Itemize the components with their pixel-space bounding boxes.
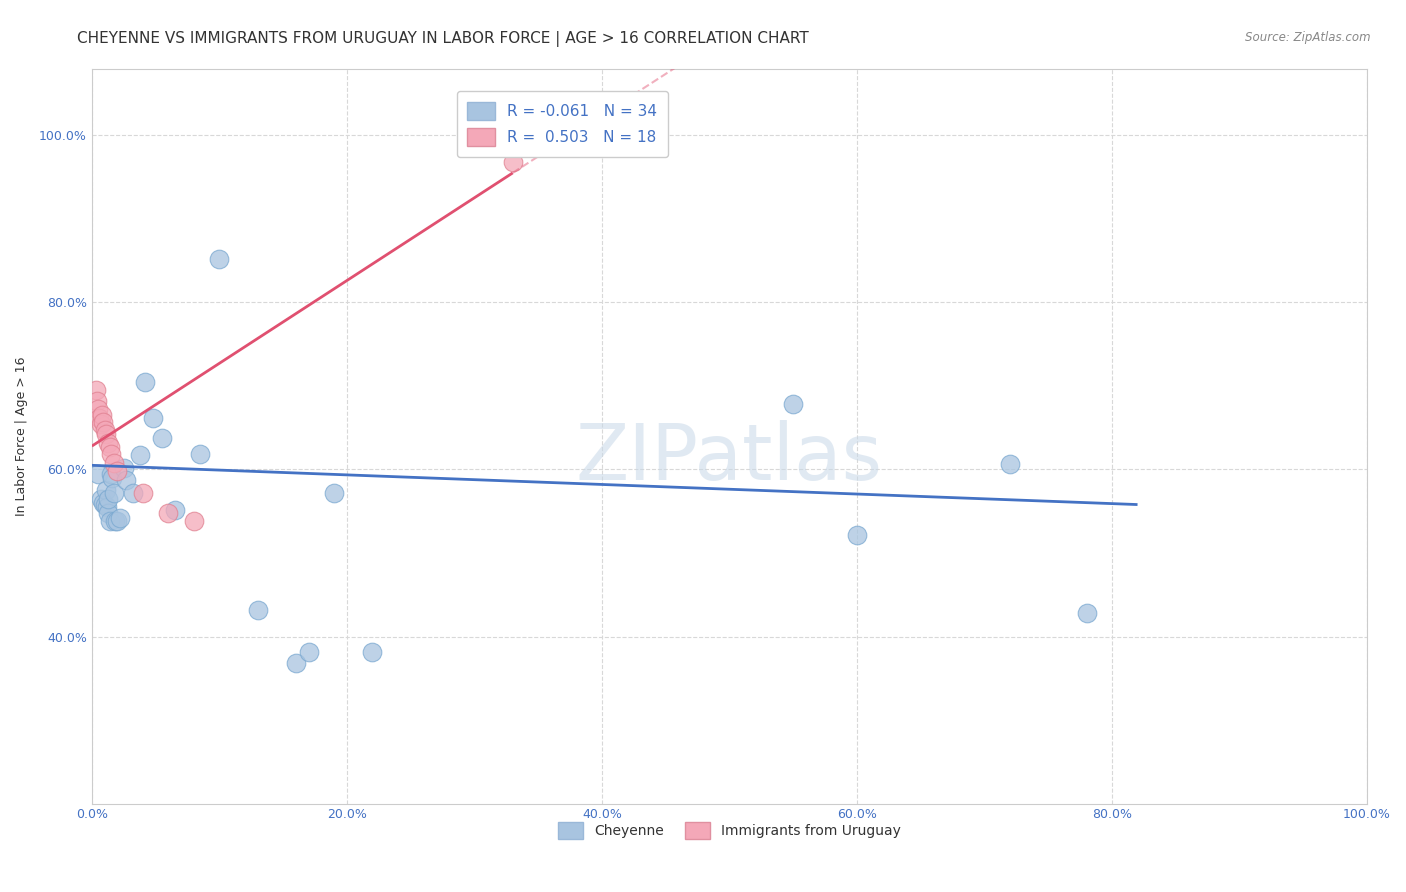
Point xyxy=(208,252,231,266)
Point xyxy=(104,514,127,528)
Point xyxy=(90,417,112,431)
Point xyxy=(103,486,125,500)
Point xyxy=(98,514,121,528)
Point xyxy=(115,474,138,488)
Point xyxy=(91,496,114,510)
Point xyxy=(112,460,135,475)
Point xyxy=(90,491,112,506)
Point xyxy=(134,375,156,389)
Point xyxy=(163,502,186,516)
Point xyxy=(142,410,165,425)
Point xyxy=(132,486,155,500)
Point xyxy=(94,483,117,498)
Point xyxy=(97,435,120,450)
Point xyxy=(93,499,115,513)
Point xyxy=(98,440,121,454)
Point xyxy=(96,500,118,514)
Point xyxy=(87,402,110,417)
Point xyxy=(89,410,111,425)
Point xyxy=(101,471,124,485)
Point xyxy=(284,657,307,671)
Point xyxy=(298,644,321,658)
Point xyxy=(91,408,114,422)
Point xyxy=(97,506,120,520)
Point xyxy=(84,383,107,397)
Point xyxy=(188,447,211,461)
Point xyxy=(86,394,108,409)
Point xyxy=(129,448,152,462)
Point xyxy=(94,427,117,442)
Point xyxy=(323,486,346,500)
Point xyxy=(846,527,869,541)
Point xyxy=(998,457,1021,471)
Point xyxy=(100,467,122,481)
Y-axis label: In Labor Force | Age > 16: In Labor Force | Age > 16 xyxy=(15,356,28,516)
Point xyxy=(97,491,120,506)
Point xyxy=(157,506,180,520)
Text: Source: ZipAtlas.com: Source: ZipAtlas.com xyxy=(1246,31,1371,45)
Point xyxy=(108,511,131,525)
Point xyxy=(93,423,115,437)
Point xyxy=(246,603,269,617)
Legend: Cheyenne, Immigrants from Uruguay: Cheyenne, Immigrants from Uruguay xyxy=(553,816,907,845)
Text: ZIPatlas: ZIPatlas xyxy=(576,420,883,496)
Point xyxy=(361,644,384,658)
Point xyxy=(100,447,122,461)
Point xyxy=(103,456,125,470)
Point xyxy=(150,431,173,445)
Point xyxy=(91,415,114,429)
Point xyxy=(502,155,524,169)
Point xyxy=(105,464,128,478)
Point xyxy=(1076,606,1098,620)
Point xyxy=(782,397,804,411)
Point xyxy=(87,467,110,481)
Point xyxy=(183,514,205,528)
Text: CHEYENNE VS IMMIGRANTS FROM URUGUAY IN LABOR FORCE | AGE > 16 CORRELATION CHART: CHEYENNE VS IMMIGRANTS FROM URUGUAY IN L… xyxy=(77,31,808,47)
Point xyxy=(121,486,143,500)
Point xyxy=(105,514,128,528)
